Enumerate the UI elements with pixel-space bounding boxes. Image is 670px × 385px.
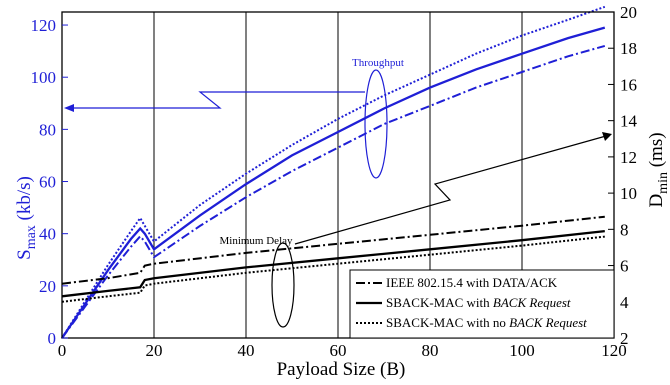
throughput-ellipse bbox=[364, 69, 388, 179]
legend-entry-label: SBACK-MAC with no BACK Request bbox=[386, 315, 587, 330]
x-tick-label: 40 bbox=[238, 341, 255, 360]
y-right-tick-label: 16 bbox=[620, 75, 637, 94]
series-line-delay-dashdot bbox=[61, 215, 605, 285]
y-left-tick-label: 40 bbox=[39, 225, 56, 244]
x-axis-label: Payload Size (B) bbox=[277, 359, 406, 380]
y-left-label-sub: max bbox=[24, 225, 39, 249]
y-left-label-main: S bbox=[14, 249, 35, 260]
y-right-label-unit: (ms) bbox=[646, 132, 667, 167]
legend-entry-italic-text: BACK Request bbox=[493, 295, 571, 310]
y-right-tick-label: 8 bbox=[620, 220, 629, 239]
legend-entry-text: SBACK-MAC with no bbox=[386, 315, 509, 330]
x-tick-label: 80 bbox=[422, 341, 439, 360]
legend-entry-label: SBACK-MAC with BACK Request bbox=[386, 295, 571, 310]
y-right-tick-label: 14 bbox=[620, 112, 638, 131]
throughput-annotation: Throughput bbox=[352, 57, 404, 69]
x-tick-label: 20 bbox=[146, 341, 163, 360]
axes-layer: 0 20 40 60 80 100 1200204060801001202468101214… bbox=[31, 3, 638, 360]
y-right-tick-label: 18 bbox=[620, 39, 637, 58]
y-left-tick-label: 60 bbox=[39, 173, 56, 192]
delay-ellipse bbox=[271, 242, 295, 328]
y-right-tick-label: 6 bbox=[620, 257, 629, 276]
throughput-arrow-head bbox=[64, 104, 74, 112]
y-left-tick-label: 0 bbox=[48, 329, 57, 348]
legend-entry-text: SBACK-MAC with bbox=[386, 295, 493, 310]
series-layer bbox=[61, 5, 606, 339]
y-right-tick-label: 2 bbox=[620, 329, 629, 348]
annotation-layer: Throughput Minimum Delay bbox=[64, 57, 612, 328]
y-left-label-unit: (kb/s) bbox=[14, 176, 35, 220]
y-right-tick-label: 4 bbox=[620, 293, 629, 312]
x-tick-label: 120 bbox=[601, 341, 627, 360]
throughput-arrow-line bbox=[68, 91, 365, 109]
y-right-label-main: D bbox=[646, 194, 667, 208]
series-line-delay-solid bbox=[61, 229, 605, 298]
legend-entry-label: IEEE 802.15.4 with DATA/ACK bbox=[386, 275, 558, 290]
legend-entry-italic-text: BACK Request bbox=[509, 315, 587, 330]
y-left-tick-label: 80 bbox=[39, 120, 56, 139]
y-left-axis-label: Smax (kb/s) bbox=[14, 176, 39, 260]
y-left-tick-label: 100 bbox=[31, 68, 57, 87]
series-line-throughput-dotted bbox=[61, 5, 606, 339]
legend-entry-text: IEEE 802.15.4 with DATA/ACK bbox=[386, 275, 558, 290]
x-tick-label: 100 bbox=[509, 341, 535, 360]
y-right-tick-label: 12 bbox=[620, 148, 637, 167]
y-left-tick-label: 20 bbox=[39, 277, 56, 296]
series-line-throughput-dashdot bbox=[61, 44, 606, 339]
y-right-label-sub: min bbox=[656, 172, 670, 194]
minimum-delay-annotation: Minimum Delay bbox=[219, 235, 293, 247]
y-right-axis-label: Dmin (ms) bbox=[646, 132, 670, 207]
x-tick-label: 0 bbox=[58, 341, 67, 360]
y-left-tick-label: 120 bbox=[31, 16, 57, 35]
delay-arrow-line bbox=[294, 135, 607, 245]
y-right-tick-label: 10 bbox=[620, 184, 637, 203]
legend-box bbox=[349, 269, 615, 339]
x-tick-label: 60 bbox=[330, 341, 347, 360]
delay-arrow-head bbox=[602, 132, 612, 141]
series-line-throughput-solid bbox=[61, 26, 606, 339]
series-line-delay-dotted bbox=[61, 235, 605, 303]
legend: IEEE 802.15.4 with DATA/ACK SBACK-MAC wit… bbox=[349, 269, 615, 339]
axis-labels: Payload Size (B) Smax (kb/s) Dmin (ms) bbox=[14, 132, 670, 380]
y-right-tick-label: 20 bbox=[620, 3, 637, 22]
